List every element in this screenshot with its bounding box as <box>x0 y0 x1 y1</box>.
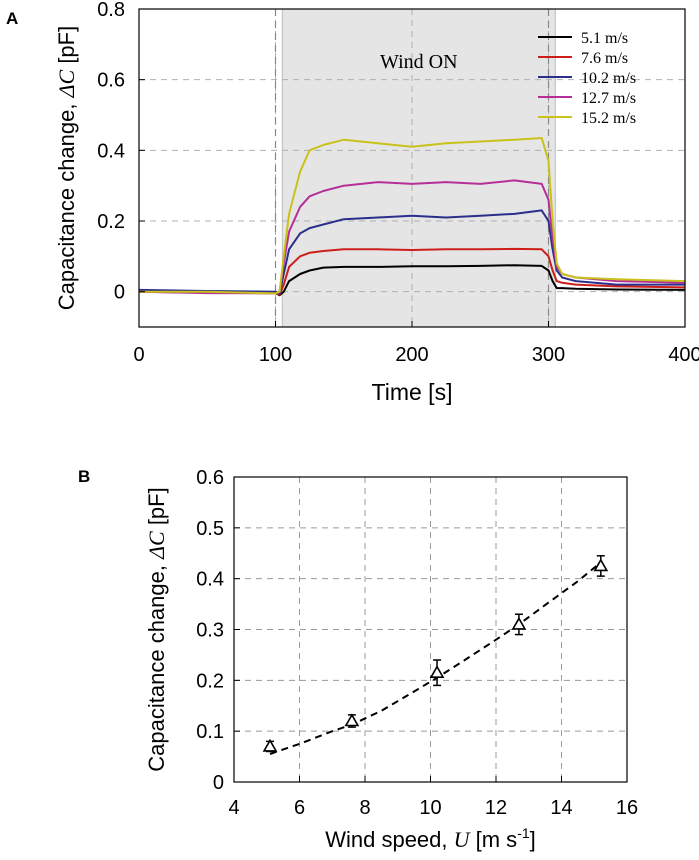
y-tick-label: 0.8 <box>97 0 125 21</box>
y-tick-label: 0.4 <box>196 569 224 591</box>
y-axis-label-a: Capacitance change, ΔC [pF] <box>54 26 79 310</box>
x-axis-label-b: Wind speed, U [m s-1] <box>325 825 536 852</box>
wind-on-label: Wind ON <box>380 51 458 73</box>
x-tick-label: 8 <box>359 797 370 819</box>
x-axis-label-a: Time [s] <box>372 379 453 405</box>
x-tick-label: 6 <box>294 797 305 819</box>
triangle-marker <box>262 738 278 752</box>
y-tick-label: 0.4 <box>97 140 125 162</box>
triangle-marker <box>344 713 360 727</box>
legend-label-0: 5.1 m/s <box>581 30 628 47</box>
x-axis-label-b-close: ] <box>530 827 536 852</box>
y-tick-label: 0 <box>213 772 224 794</box>
x-tick-label: 300 <box>532 344 565 366</box>
wind-on-region <box>281 8 556 328</box>
x-tick-label: 4 <box>228 797 239 819</box>
legend-label-3: 12.7 m/s <box>581 90 636 107</box>
x-tick-label: 200 <box>395 344 428 366</box>
triangle-marker <box>511 616 527 630</box>
x-tick-label: 12 <box>485 797 507 819</box>
y-axis-label-b-symbol: ΔC <box>144 531 169 560</box>
x-tick-label: 0 <box>133 344 144 366</box>
fit-line-b <box>269 561 602 755</box>
y-axis-label-b-prefix: Capacitance change, <box>144 559 169 772</box>
x-axis-label-b-sup: -1 <box>517 825 530 841</box>
x-tick-label: 100 <box>259 344 292 366</box>
ticks-a: 0 100 200 300 400 0 0.2 0.4 0.6 0.8 <box>97 0 699 366</box>
panel-label-a: A <box>6 9 18 28</box>
series-line-0 <box>138 264 686 297</box>
series-a <box>138 137 686 297</box>
x-axis-label-b-unit: [m s <box>470 827 518 852</box>
legend-label-1: 7.6 m/s <box>581 50 628 67</box>
y-axis-label-a-prefix: Capacitance change, <box>54 97 79 310</box>
triangle-marker <box>429 665 445 679</box>
y-axis-label-b-suffix: [pF] <box>144 487 169 531</box>
x-axis-label-b-symbol: U <box>454 827 472 852</box>
x-tick-label: 14 <box>550 797 572 819</box>
legend-label-4: 15.2 m/s <box>581 110 636 127</box>
data-point-2 <box>429 659 445 687</box>
x-axis-label-b-prefix: Wind speed, <box>325 827 453 852</box>
y-axis-label-a-suffix: [pF] <box>54 26 79 70</box>
triangle-marker <box>593 558 609 572</box>
ticks-b: 4 6 8 10 12 14 16 0 0.1 0.2 0.3 0.4 0.5 0.6 <box>196 467 638 819</box>
y-tick-label: 0.2 <box>196 670 224 692</box>
y-axis-label-b: Capacitance change, ΔC [pF] <box>144 487 169 771</box>
series-line-4 <box>139 137 686 295</box>
data-point-3 <box>511 613 527 636</box>
data-point-4 <box>593 555 609 577</box>
series-line-2 <box>138 209 685 295</box>
panel-label-b: B <box>78 467 90 486</box>
chart-a: 0 100 200 300 400 0 0.2 0.4 0.6 0.8 Wind ON 5.1 m… <box>54 0 699 405</box>
y-tick-label: 0.3 <box>196 620 224 642</box>
points-b <box>262 555 609 753</box>
y-tick-label: 0.6 <box>196 467 224 489</box>
y-tick-label: 0.1 <box>196 721 224 743</box>
y-tick-label: 0.6 <box>97 70 125 92</box>
legend-label-2: 10.2 m/s <box>581 70 636 87</box>
chart-b: 4 6 8 10 12 14 16 0 0.1 0.2 0.3 0.4 0.5 0.6 Wind spee… <box>144 467 638 852</box>
y-axis-label-a-symbol: ΔC <box>54 69 79 98</box>
x-tick-label: 400 <box>668 344 699 366</box>
data-point-0 <box>262 738 278 753</box>
y-tick-label: 0.2 <box>97 211 125 233</box>
data-point-1 <box>344 713 360 728</box>
y-tick-label: 0.5 <box>196 518 224 540</box>
y-tick-label: 0 <box>114 282 125 304</box>
legend-a: 5.1 m/s 7.6 m/s 10.2 m/s 12.7 m/s 15.2 m/s <box>538 30 636 127</box>
x-tick-label: 10 <box>419 797 441 819</box>
grid-b <box>233 476 628 783</box>
series-line-1 <box>138 247 686 296</box>
x-tick-label: 16 <box>616 797 638 819</box>
